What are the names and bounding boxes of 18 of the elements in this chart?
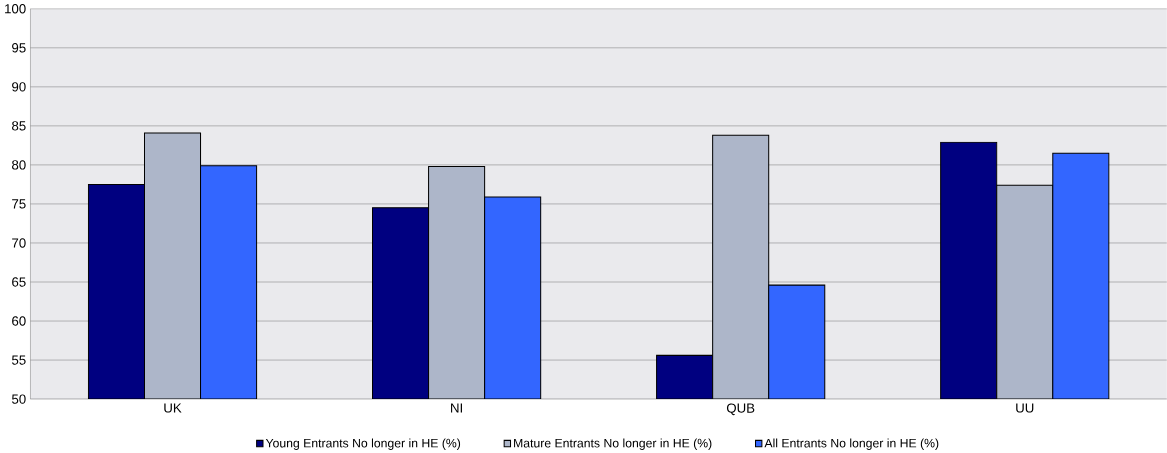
- legend-label: Mature Entrants No longer in HE (%): [514, 438, 712, 450]
- y-tick-label: 80: [12, 160, 26, 170]
- y-tick-label: 90: [12, 82, 26, 92]
- x-tick-label: UU: [1016, 403, 1034, 413]
- y-tick-label: 55: [11, 355, 26, 365]
- x-tick-label: NI: [451, 403, 462, 413]
- y-tick-label: 85: [12, 121, 26, 131]
- x-tick-label: UK: [164, 403, 182, 413]
- y-tick-label: 95: [12, 42, 26, 53]
- legend-label: Young Entrants No longer in HE (%): [265, 438, 461, 450]
- y-tick-label: 75: [12, 199, 26, 209]
- x-tick-label: QUB: [726, 403, 755, 416]
- y-tick-label: 60: [12, 316, 26, 326]
- y-tick-label: 50: [11, 394, 26, 404]
- y-tick-label: 100: [5, 3, 26, 14]
- y-tick-label: 65: [12, 277, 26, 287]
- y-tick-label: 70: [12, 238, 26, 248]
- legend-label: All Entrants No longer in HE (%): [764, 438, 939, 450]
